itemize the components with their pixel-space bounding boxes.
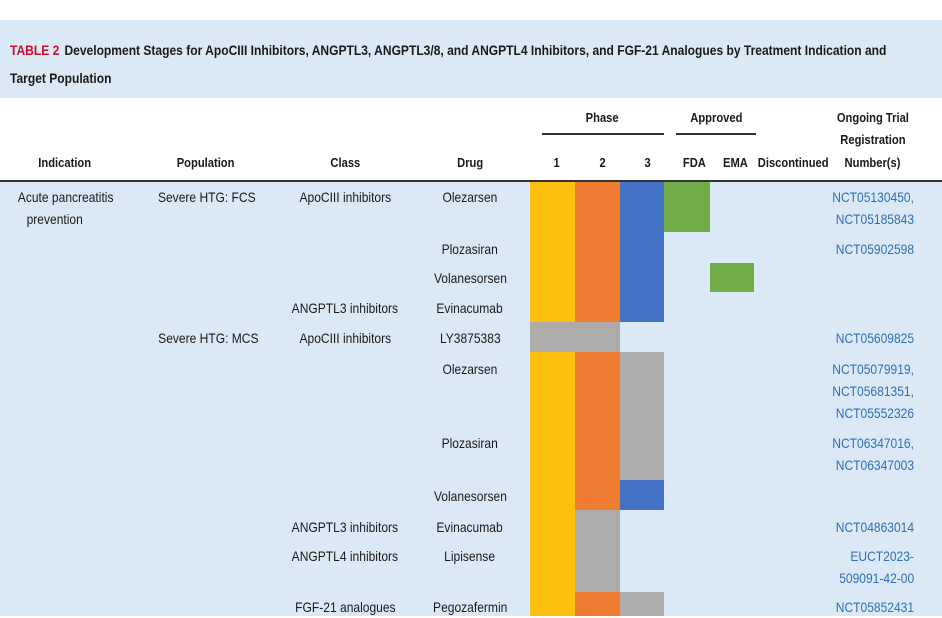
bar-phase3-fcs xyxy=(620,182,664,322)
approved-rule xyxy=(676,133,756,135)
drug-cell: Lipisense xyxy=(444,548,496,564)
header-phase-1: 1 xyxy=(553,155,561,170)
trial-link[interactable]: NCT05681351, xyxy=(832,383,914,399)
trial-link[interactable]: NCT05130450, xyxy=(832,189,914,205)
header-approved: Approved xyxy=(689,110,743,125)
drug-cell: Plozasiran xyxy=(441,435,499,451)
population-fcs: Severe HTG: FCS xyxy=(157,189,256,205)
drug-cell: Volanesorsen xyxy=(433,270,507,286)
bar-ema-volanesorsen xyxy=(710,263,754,292)
header-trial-line3: Number(s) xyxy=(845,155,901,170)
bar-phase2-fcs xyxy=(575,182,620,322)
phase-rule xyxy=(542,133,664,135)
indication-line1: Acute pancreatitis xyxy=(17,189,114,205)
caption-text-block: TABLE 2 Development Stages for ApoCIII In… xyxy=(10,36,896,92)
header-phase-3: 3 xyxy=(644,155,652,170)
header-population: Population xyxy=(176,155,235,170)
trial-link[interactable]: NCT05079919, xyxy=(832,361,914,377)
drug-cell: Evinacumab xyxy=(436,519,504,535)
bar-phase1-fcs xyxy=(530,182,575,322)
table-caption: TABLE 2 Development Stages for ApoCIII In… xyxy=(0,20,942,98)
trial-link[interactable]: NCT05552326 xyxy=(835,405,914,421)
indication-line2: prevention xyxy=(26,211,83,227)
bar-discontinued-ly3875383 xyxy=(530,322,620,352)
drug-cell: Volanesorsen xyxy=(433,488,507,504)
bar-phase1-mcs xyxy=(530,352,575,616)
drug-cell: Plozasiran xyxy=(441,241,499,257)
header-class: Class xyxy=(330,155,360,170)
class-cell: ApoCIII inhibitors xyxy=(299,189,391,205)
header-trial-line1: Ongoing Trial xyxy=(836,110,910,125)
header-fda: FDA xyxy=(682,155,706,170)
header-indication: Indication xyxy=(38,155,92,170)
header-trial-line2: Registration xyxy=(840,132,906,147)
bar-phase3-volanesorsen xyxy=(620,480,664,510)
header-ema: EMA xyxy=(722,155,748,170)
trial-link[interactable]: EUCT2023- xyxy=(850,548,914,564)
table-title: Development Stages for ApoCIII Inhibitor… xyxy=(10,42,887,86)
population-mcs: Severe HTG: MCS xyxy=(158,330,259,346)
drug-cell: Evinacumab xyxy=(436,300,504,316)
class-cell: ANGPTL3 inhibitors xyxy=(291,519,399,535)
header-discontinued: Discontinued xyxy=(757,155,829,170)
trial-link[interactable]: NCT05609825 xyxy=(835,330,914,346)
trial-link[interactable]: NCT04863014 xyxy=(835,519,914,535)
bar-phase2-discontinued xyxy=(575,510,620,592)
class-cell: ApoCIII inhibitors xyxy=(299,330,391,346)
trial-link[interactable]: NCT06347003 xyxy=(835,457,914,473)
table-body: Acute pancreatitis prevention Severe HTG… xyxy=(0,182,942,616)
top-rule xyxy=(0,0,942,22)
drug-cell: Olezarsen xyxy=(442,189,498,205)
bar-phase2-pegozafermin xyxy=(575,592,620,616)
drug-cell: Pegozafermin xyxy=(432,599,508,615)
trial-link[interactable]: NCT05902598 xyxy=(835,241,914,257)
table-header: Indication Population Class Drug Phase 1… xyxy=(0,98,942,182)
bar-phase2-mcs xyxy=(575,352,620,510)
bar-fda-olezarsen xyxy=(664,182,710,232)
header-drug: Drug xyxy=(456,155,484,170)
trial-link[interactable]: 509091-42-00 xyxy=(839,570,914,586)
header-phase: Phase xyxy=(586,110,619,125)
header-phase-2: 2 xyxy=(599,155,607,170)
bar-phase3-discontinued-mcs xyxy=(620,352,664,480)
table-label: TABLE 2 xyxy=(10,42,60,58)
drug-cell: LY3875383 xyxy=(439,330,501,346)
bar-phase3-pegozafermin xyxy=(620,592,664,616)
drug-cell: Olezarsen xyxy=(442,361,498,377)
trial-link[interactable]: NCT06347016, xyxy=(832,435,914,451)
trial-link[interactable]: NCT05852431 xyxy=(835,599,914,615)
trial-link[interactable]: NCT05185843 xyxy=(835,211,914,227)
class-cell: ANGPTL3 inhibitors xyxy=(291,300,399,316)
class-cell: FGF-21 analogues xyxy=(294,599,396,615)
class-cell: ANGPTL4 inhibitors xyxy=(291,548,399,564)
